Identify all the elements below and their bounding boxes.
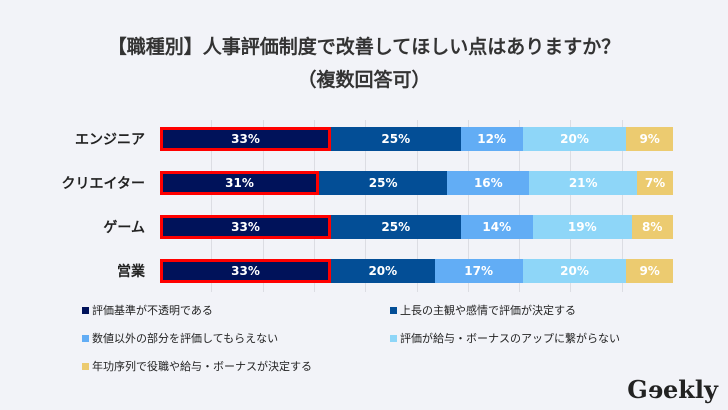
gridline — [519, 120, 521, 292]
bar-segment: 8% — [631, 215, 673, 239]
bar-segment: 14% — [460, 215, 534, 239]
gridline — [211, 120, 213, 292]
legend-item: 数値以外の部分を評価してもらえない — [82, 330, 278, 346]
legend-swatch — [82, 334, 89, 342]
legend-item: 年功序列で役職や給与・ボーナスが決定する — [82, 358, 312, 374]
bar-segment: 7% — [637, 171, 673, 195]
legend-swatch — [390, 334, 397, 342]
bar-segment: 20% — [522, 127, 627, 151]
bar-segment: 25% — [319, 171, 448, 195]
gridline — [467, 120, 469, 292]
legend-label: 年功序列で役職や給与・ボーナスが決定する — [92, 360, 312, 373]
bar-segment: 21% — [529, 171, 638, 195]
legend-label: 上長の主観や感情で評価が決定する — [400, 304, 576, 317]
bar-row: 31% 25% 16% 21% 7% — [160, 171, 673, 195]
bar-segment: 9% — [626, 127, 673, 151]
legend-label: 評価基準が不透明である — [92, 304, 213, 317]
chart-subtitle: （複数回答可） — [297, 69, 431, 91]
legend-item: 評価が給与・ボーナスのアップに繋がらない — [390, 330, 620, 346]
bar-segment: 31% — [160, 171, 320, 195]
gridline — [365, 120, 367, 292]
bar-segment: 17% — [434, 259, 523, 283]
bar-segment: 20% — [331, 259, 435, 283]
legend-item: 評価基準が不透明である — [82, 302, 213, 318]
category-label: クリエイター — [61, 176, 145, 192]
legend-swatch — [82, 306, 89, 314]
chart-title: 【職種別】人事評価制度で改善してほしい点はありますか？ — [107, 36, 621, 58]
legend-item: 上長の主観や感情で評価が決定する — [390, 302, 576, 318]
geekly-logo: Geekly — [627, 375, 718, 404]
legend-label: 評価が給与・ボーナスのアップに繋がらない — [400, 332, 620, 345]
legend-swatch — [82, 362, 89, 370]
bar-row: 33% 25% 14% 19% 8% — [160, 215, 673, 239]
bar-segment: 12% — [460, 127, 523, 151]
bar-row: 33% 20% 17% 20% 9% — [160, 259, 673, 283]
category-label: ゲーム — [103, 220, 145, 236]
bar-segment: 33% — [160, 259, 331, 283]
category-label: 営業 — [117, 264, 145, 280]
bar-segment: 9% — [626, 259, 673, 283]
gridline — [570, 120, 572, 292]
legend-swatch — [390, 306, 397, 314]
bar-row: 33% 25% 12% 20% 9% — [160, 127, 673, 151]
bar-segment: 16% — [447, 171, 530, 195]
gridline — [621, 120, 623, 292]
gridline — [416, 120, 418, 292]
bar-segment: 19% — [533, 215, 632, 239]
bar-segment: 20% — [522, 259, 627, 283]
bar-segment: 33% — [160, 215, 331, 239]
category-label: エンジニア — [75, 132, 145, 148]
bar-segment: 25% — [331, 215, 461, 239]
legend-label: 数値以外の部分を評価してもらえない — [92, 332, 279, 345]
bar-segment: 33% — [160, 127, 331, 151]
plot-area: 33% 25% 12% 20% 9% 31% 25% 16% 21% 7% 33% 25% 14% 19%… — [160, 120, 673, 292]
gridline — [262, 120, 264, 292]
bar-segment: 25% — [331, 127, 461, 151]
gridline — [313, 120, 315, 292]
